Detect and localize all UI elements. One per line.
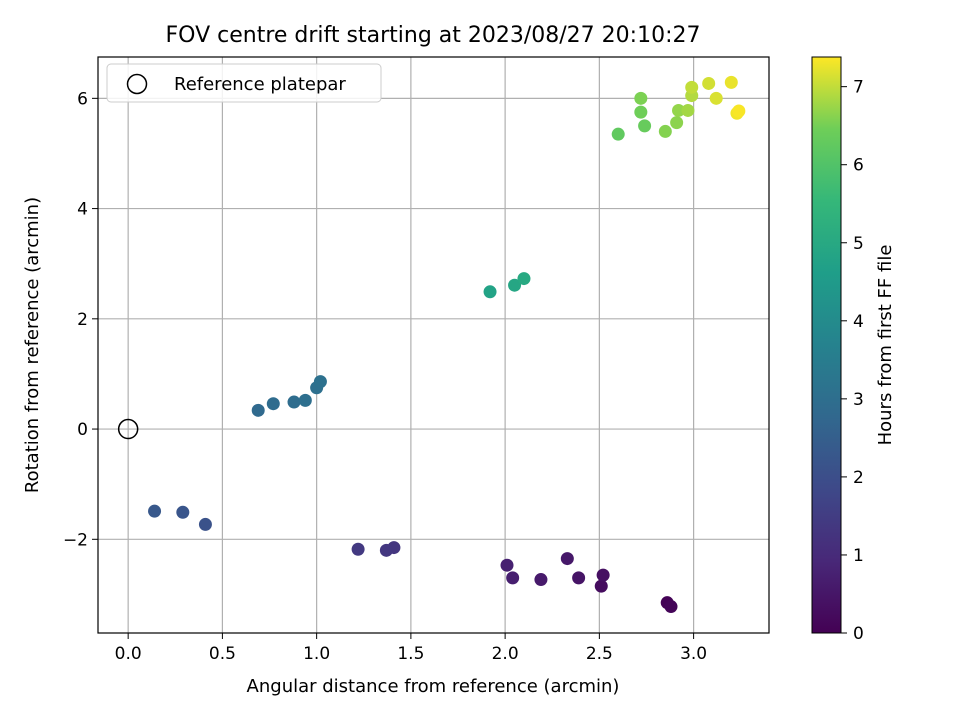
x-tick-label: 0.0 [115, 644, 142, 664]
colorbar-tick-label: 2 [853, 468, 864, 488]
colorbar-tick-label: 7 [853, 78, 864, 98]
data-point [638, 119, 652, 133]
data-point [379, 543, 393, 557]
data-point [594, 579, 608, 593]
colorbar-tick-label: 1 [853, 546, 864, 566]
x-tick-label: 2.5 [586, 644, 613, 664]
reference-platepar-marker [117, 418, 139, 440]
legend: Reference platepar [106, 63, 382, 103]
colorbar: 0 1 2 3 4 5 6 7 Hours from first FF file [811, 56, 896, 644]
x-tick-label: 1.5 [397, 644, 424, 664]
data-point [266, 397, 280, 411]
data-point [313, 375, 327, 389]
data-point [672, 103, 686, 117]
data-point [658, 124, 672, 138]
colorbar-label: Hours from first FF file [875, 245, 896, 446]
plot-area [98, 57, 769, 633]
y-tick-label: 0 [77, 420, 88, 440]
data-point [198, 517, 212, 531]
data-point [148, 504, 162, 518]
legend-marker-open-circle [126, 73, 148, 95]
data-point [685, 80, 699, 94]
data-point [298, 393, 312, 407]
x-tick-label: 3.0 [680, 644, 707, 664]
x-axis-ticks: 0.0 0.5 1.0 1.5 2.0 2.5 3.0 [115, 633, 707, 664]
colorbar-tick-label: 5 [853, 234, 864, 254]
y-axis-label: Rotation from reference (arcmin) [22, 197, 43, 493]
data-point [709, 91, 723, 105]
data-point [724, 75, 738, 89]
x-tick-label: 1.0 [303, 644, 330, 664]
data-point [634, 91, 648, 105]
data-point [664, 600, 678, 614]
legend-box [106, 63, 382, 103]
data-point [508, 278, 522, 292]
y-tick-label: 6 [77, 89, 88, 109]
x-axis-label: Angular distance from reference (arcmin) [247, 676, 620, 697]
data-point [251, 403, 265, 417]
data-point [634, 105, 648, 119]
y-tick-label: 2 [77, 310, 88, 330]
data-point [681, 103, 695, 117]
data-point [596, 568, 610, 582]
x-tick-label: 0.5 [209, 644, 236, 664]
colorbar-gradient [811, 56, 842, 634]
chart-title: FOV centre drift starting at 2023/08/27 … [166, 23, 701, 48]
axes-frame [97, 56, 770, 634]
data-point [351, 542, 365, 556]
x-tick-label: 2.0 [492, 644, 519, 664]
data-point [732, 104, 746, 118]
colorbar-ticks: 0 1 2 3 4 5 6 7 [841, 78, 864, 644]
data-point [572, 571, 586, 585]
data-point [560, 552, 574, 566]
reference-layer [117, 418, 139, 440]
data-point [483, 285, 497, 299]
y-tick-label: −2 [63, 530, 88, 550]
y-tick-label: 4 [77, 200, 88, 220]
data-point [517, 272, 531, 286]
data-point [534, 573, 548, 587]
data-point [506, 571, 520, 585]
data-point [611, 127, 625, 141]
colorbar-tick-label: 3 [853, 390, 864, 410]
data-point [670, 116, 684, 130]
colorbar-tick-label: 4 [853, 312, 864, 332]
colorbar-tick-label: 0 [853, 624, 864, 644]
data-point [176, 505, 190, 519]
y-axis-ticks: −2 0 2 4 6 [63, 89, 98, 550]
data-point [287, 395, 301, 409]
scatter-points [148, 75, 746, 614]
legend-entry-reference-platepar: Reference platepar [174, 74, 346, 95]
data-point [500, 558, 514, 572]
data-point [702, 76, 716, 90]
colorbar-tick-label: 6 [853, 156, 864, 176]
